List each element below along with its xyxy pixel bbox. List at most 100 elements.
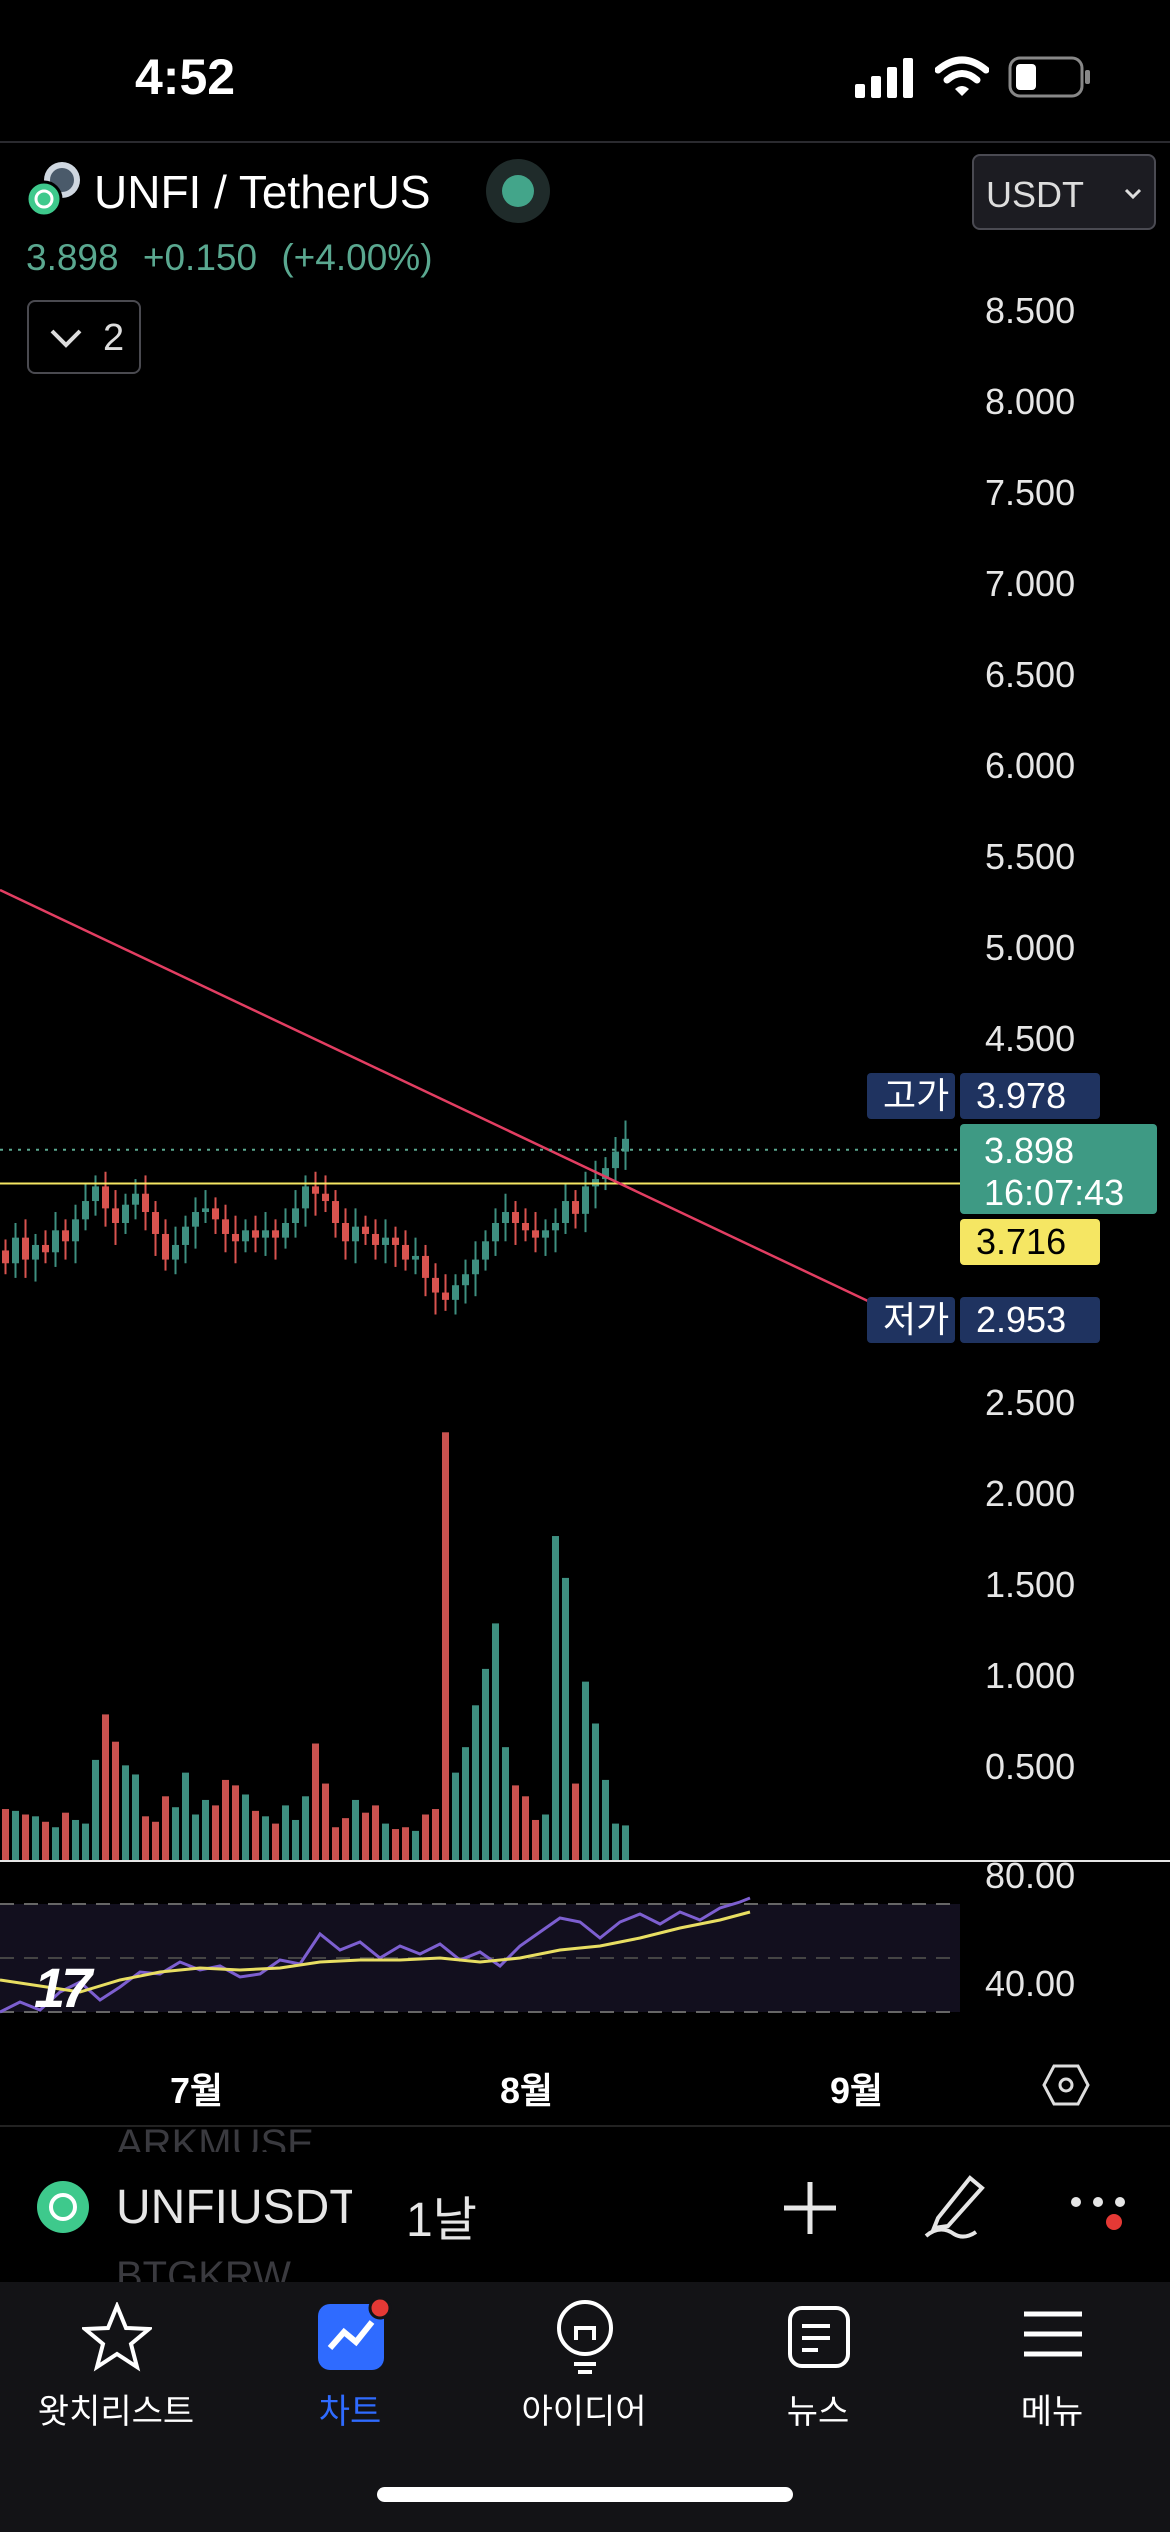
volume-bar [232,1785,239,1860]
legend-toggle-button[interactable]: 2 [27,300,141,374]
candle-body [52,1230,59,1253]
pen-icon[interactable] [920,2170,990,2240]
candle-body [602,1168,609,1180]
candle-body [252,1230,259,1238]
status-time: 4:52 [135,49,236,105]
candle-body [42,1244,49,1253]
hexagon-settings-icon[interactable] [1042,2064,1090,2106]
volume-axis-tick: 1.500 [985,1564,1076,1605]
candle-body [382,1237,389,1245]
volume-bar [162,1796,169,1860]
ghost-symbol-above: ARKMUSE [116,2122,314,2152]
candle-body [192,1212,199,1227]
currency-select[interactable]: USDT [972,154,1156,230]
last-price-tag: 3.898 16:07:43 [960,1124,1157,1214]
volume-bar [622,1825,629,1860]
volume-bar [282,1805,289,1860]
bar-countdown: 16:07:43 [984,1172,1125,1213]
interval-button[interactable]: 1날 [406,2194,477,2247]
symbol-title[interactable]: UNFI / TetherUS [94,166,431,218]
more-dots-icon[interactable] [1068,2190,1128,2230]
symbol-ticker-button[interactable]: UNFIUSDT [116,2181,352,2234]
volume-bar [402,1827,409,1860]
candle-body [12,1237,19,1264]
volume-bar [32,1816,39,1860]
price-axis-tick: 7.500 [985,472,1076,513]
candle-body [372,1233,379,1245]
nav-item-ideas[interactable]: 아이디어 [484,2296,684,2436]
candle-body [182,1226,189,1245]
trend-line[interactable] [0,888,871,1304]
price-axis-tick: 5.000 [985,927,1076,968]
candle-body [72,1219,79,1242]
candle-body [392,1237,399,1245]
volume-bar [432,1809,439,1860]
volume-bar [352,1799,359,1860]
candle-body [232,1233,239,1242]
volume-bar [342,1818,349,1860]
header-divider [0,141,1170,143]
volume-bar [452,1772,459,1860]
rsi-axis-tick: 40.00 [985,1963,1076,2004]
plus-icon[interactable] [780,2178,840,2238]
candle-body [522,1223,529,1231]
nav-item-watchlist[interactable]: 왓치리스트 [16,2296,216,2436]
candle-body [612,1151,619,1169]
volume-bar [202,1799,209,1860]
candle-body [282,1223,289,1238]
nav-item-news[interactable]: 뉴스 [718,2296,918,2436]
price-chart[interactable] [0,250,960,2020]
candle-body [412,1255,419,1260]
nav-item-chart[interactable]: 차트 [250,2296,450,2436]
low-value: 2.953 [960,1297,1100,1343]
candle-body [172,1244,179,1260]
candle-body [32,1244,39,1260]
volume-bar [2,1809,9,1860]
volume-bar [532,1819,539,1860]
unfi-coin-icon [37,2181,89,2233]
rsi-line [0,1896,751,2014]
nav-label: 뉴스 [786,2393,850,2431]
volume-bar [102,1714,109,1860]
volume-bar [212,1805,219,1860]
candle-body [312,1186,319,1194]
price-change: +0.150 [142,237,258,278]
candle-body [132,1193,139,1205]
volume-bar [22,1814,29,1860]
price-change-percent: (+4.00%) [281,237,433,278]
volume-bar [502,1747,509,1860]
rsi-pane-divider[interactable] [0,1860,1170,1862]
candle-body [622,1138,629,1152]
time-axis-label: 7월 [170,2070,224,2111]
volume-axis-tick: 2.500 [985,1382,1076,1423]
volume-bar [152,1821,159,1860]
low-label: 저가 [867,1297,955,1343]
volume-bar [572,1783,579,1860]
rsi-pane[interactable] [0,1862,960,2022]
volume-bar [262,1816,269,1860]
chevron-down-icon [1124,188,1142,200]
candle-body [302,1186,309,1209]
candle-body [542,1230,549,1238]
candle-body [352,1226,359,1242]
volume-axis-tick: 2.000 [985,1473,1076,1514]
volume-bar [392,1829,399,1860]
volume-bar [242,1794,249,1860]
nav-item-menu[interactable]: 메뉴 [952,2296,1152,2436]
volume-bar [542,1814,549,1860]
volume-bar [522,1796,529,1860]
candle-body [292,1208,299,1223]
volume-axis-tick: 1.000 [985,1655,1076,1696]
candle-body [162,1233,169,1260]
high-value: 3.978 [960,1073,1100,1119]
candle-body [332,1201,339,1223]
price-summary: 3.898 +0.150 (+4.00%) [26,237,447,279]
candle-body [342,1223,349,1242]
price-axis-tick: 6.500 [985,654,1076,695]
candle-body [472,1259,479,1275]
candle-body [222,1219,229,1234]
volume-bar [222,1779,229,1860]
volume-bar [512,1785,519,1860]
candle-body [92,1186,99,1202]
price-axis-tick: 8.000 [985,381,1076,422]
